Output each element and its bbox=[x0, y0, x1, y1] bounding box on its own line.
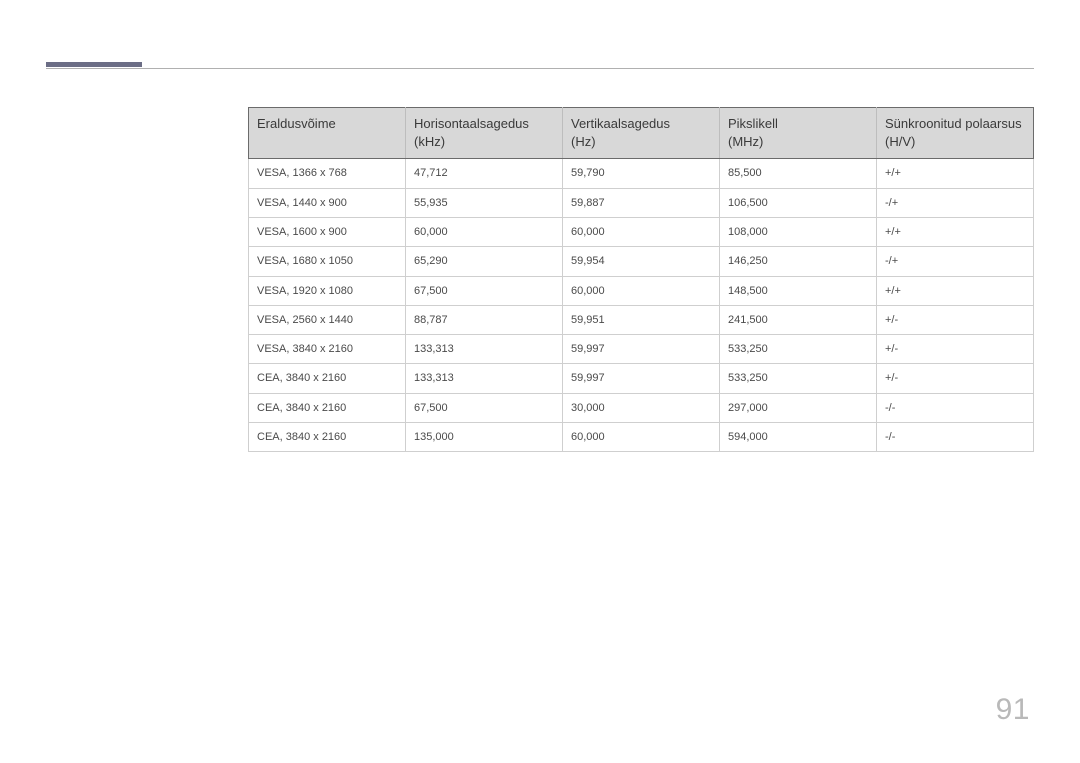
cell-sync: +/- bbox=[877, 335, 1034, 364]
cell-sync: +/- bbox=[877, 364, 1034, 393]
table-row: VESA, 1600 x 900 60,000 60,000 108,000 +… bbox=[249, 217, 1034, 246]
cell-vfreq: 59,951 bbox=[563, 305, 720, 334]
col-header-unit: (H/V) bbox=[885, 134, 915, 149]
cell-sync: +/- bbox=[877, 305, 1034, 334]
table-row: CEA, 3840 x 2160 67,500 30,000 297,000 -… bbox=[249, 393, 1034, 422]
table-body: VESA, 1366 x 768 47,712 59,790 85,500 +/… bbox=[249, 159, 1034, 452]
col-header-hfreq: Horisontaalsagedus (kHz) bbox=[406, 108, 563, 159]
cell-vfreq: 59,997 bbox=[563, 364, 720, 393]
col-header-unit: (kHz) bbox=[414, 134, 445, 149]
col-header-label: Eraldusvõime bbox=[257, 116, 336, 131]
cell-vfreq: 60,000 bbox=[563, 217, 720, 246]
table-row: VESA, 1366 x 768 47,712 59,790 85,500 +/… bbox=[249, 159, 1034, 188]
col-header-pixelclock: Pikslikell (MHz) bbox=[720, 108, 877, 159]
col-header-label: Vertikaalsagedus bbox=[571, 116, 670, 131]
cell-resolution: VESA, 1440 x 900 bbox=[249, 188, 406, 217]
col-header-vfreq: Vertikaalsagedus (Hz) bbox=[563, 108, 720, 159]
cell-sync: -/+ bbox=[877, 188, 1034, 217]
col-header-label: Horisontaalsagedus bbox=[414, 116, 529, 131]
cell-pixelclock: 146,250 bbox=[720, 247, 877, 276]
cell-hfreq: 60,000 bbox=[406, 217, 563, 246]
cell-resolution: CEA, 3840 x 2160 bbox=[249, 423, 406, 452]
cell-hfreq: 55,935 bbox=[406, 188, 563, 217]
cell-vfreq: 59,997 bbox=[563, 335, 720, 364]
cell-sync: +/+ bbox=[877, 217, 1034, 246]
cell-pixelclock: 297,000 bbox=[720, 393, 877, 422]
cell-resolution: CEA, 3840 x 2160 bbox=[249, 393, 406, 422]
cell-resolution: VESA, 1680 x 1050 bbox=[249, 247, 406, 276]
cell-vfreq: 59,790 bbox=[563, 159, 720, 188]
cell-hfreq: 67,500 bbox=[406, 393, 563, 422]
cell-pixelclock: 108,000 bbox=[720, 217, 877, 246]
cell-sync: +/+ bbox=[877, 159, 1034, 188]
table-row: VESA, 1440 x 900 55,935 59,887 106,500 -… bbox=[249, 188, 1034, 217]
cell-pixelclock: 594,000 bbox=[720, 423, 877, 452]
cell-resolution: VESA, 3840 x 2160 bbox=[249, 335, 406, 364]
table-row: VESA, 3840 x 2160 133,313 59,997 533,250… bbox=[249, 335, 1034, 364]
cell-pixelclock: 106,500 bbox=[720, 188, 877, 217]
cell-hfreq: 135,000 bbox=[406, 423, 563, 452]
signal-timing-table: Eraldusvõime Horisontaalsagedus (kHz) Ve… bbox=[248, 107, 1034, 452]
cell-pixelclock: 533,250 bbox=[720, 364, 877, 393]
cell-hfreq: 47,712 bbox=[406, 159, 563, 188]
cell-resolution: VESA, 1366 x 768 bbox=[249, 159, 406, 188]
cell-hfreq: 65,290 bbox=[406, 247, 563, 276]
cell-pixelclock: 148,500 bbox=[720, 276, 877, 305]
table-row: VESA, 1920 x 1080 67,500 60,000 148,500 … bbox=[249, 276, 1034, 305]
col-header-unit: (MHz) bbox=[728, 134, 763, 149]
cell-resolution: VESA, 1600 x 900 bbox=[249, 217, 406, 246]
cell-sync: -/- bbox=[877, 423, 1034, 452]
table-row: CEA, 3840 x 2160 133,313 59,997 533,250 … bbox=[249, 364, 1034, 393]
cell-hfreq: 67,500 bbox=[406, 276, 563, 305]
cell-pixelclock: 241,500 bbox=[720, 305, 877, 334]
col-header-label: Sünkroonitud polaarsus bbox=[885, 116, 1022, 131]
cell-hfreq: 133,313 bbox=[406, 335, 563, 364]
cell-vfreq: 59,954 bbox=[563, 247, 720, 276]
cell-vfreq: 60,000 bbox=[563, 423, 720, 452]
cell-sync: +/+ bbox=[877, 276, 1034, 305]
col-header-label: Pikslikell bbox=[728, 116, 778, 131]
cell-pixelclock: 85,500 bbox=[720, 159, 877, 188]
section-accent bbox=[46, 62, 142, 67]
cell-resolution: CEA, 3840 x 2160 bbox=[249, 364, 406, 393]
table-row: VESA, 1680 x 1050 65,290 59,954 146,250 … bbox=[249, 247, 1034, 276]
cell-sync: -/- bbox=[877, 393, 1034, 422]
page-number: 91 bbox=[996, 693, 1030, 727]
cell-resolution: VESA, 1920 x 1080 bbox=[249, 276, 406, 305]
cell-sync: -/+ bbox=[877, 247, 1034, 276]
cell-hfreq: 133,313 bbox=[406, 364, 563, 393]
col-header-sync: Sünkroonitud polaarsus (H/V) bbox=[877, 108, 1034, 159]
table-container: Eraldusvõime Horisontaalsagedus (kHz) Ve… bbox=[248, 107, 1034, 452]
cell-pixelclock: 533,250 bbox=[720, 335, 877, 364]
cell-vfreq: 59,887 bbox=[563, 188, 720, 217]
cell-hfreq: 88,787 bbox=[406, 305, 563, 334]
cell-resolution: VESA, 2560 x 1440 bbox=[249, 305, 406, 334]
table-header-row: Eraldusvõime Horisontaalsagedus (kHz) Ve… bbox=[249, 108, 1034, 159]
cell-vfreq: 30,000 bbox=[563, 393, 720, 422]
table-row: VESA, 2560 x 1440 88,787 59,951 241,500 … bbox=[249, 305, 1034, 334]
table-row: CEA, 3840 x 2160 135,000 60,000 594,000 … bbox=[249, 423, 1034, 452]
section-rule bbox=[46, 62, 1034, 69]
cell-vfreq: 60,000 bbox=[563, 276, 720, 305]
col-header-resolution: Eraldusvõime bbox=[249, 108, 406, 159]
col-header-unit: (Hz) bbox=[571, 134, 596, 149]
